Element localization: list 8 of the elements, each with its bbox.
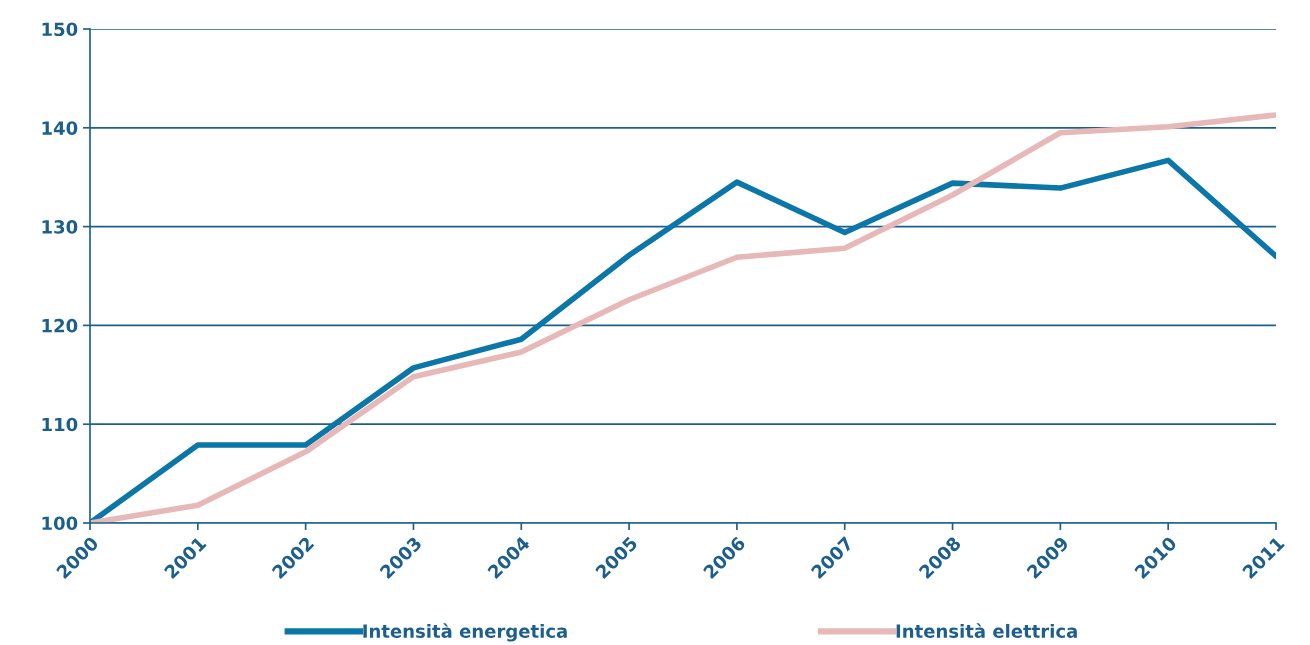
y-tick-label: 130: [42, 220, 78, 234]
legend-label: Intensità elettrica: [896, 623, 1077, 638]
y-tick-label: 120: [42, 318, 78, 333]
y-tick-label: 110: [42, 417, 78, 432]
y-tick-label: 140: [42, 121, 78, 135]
legend-label: Intensità energetica: [363, 623, 567, 642]
y-tick-label: 100: [42, 516, 78, 531]
y-tick-label: 150: [42, 22, 78, 37]
